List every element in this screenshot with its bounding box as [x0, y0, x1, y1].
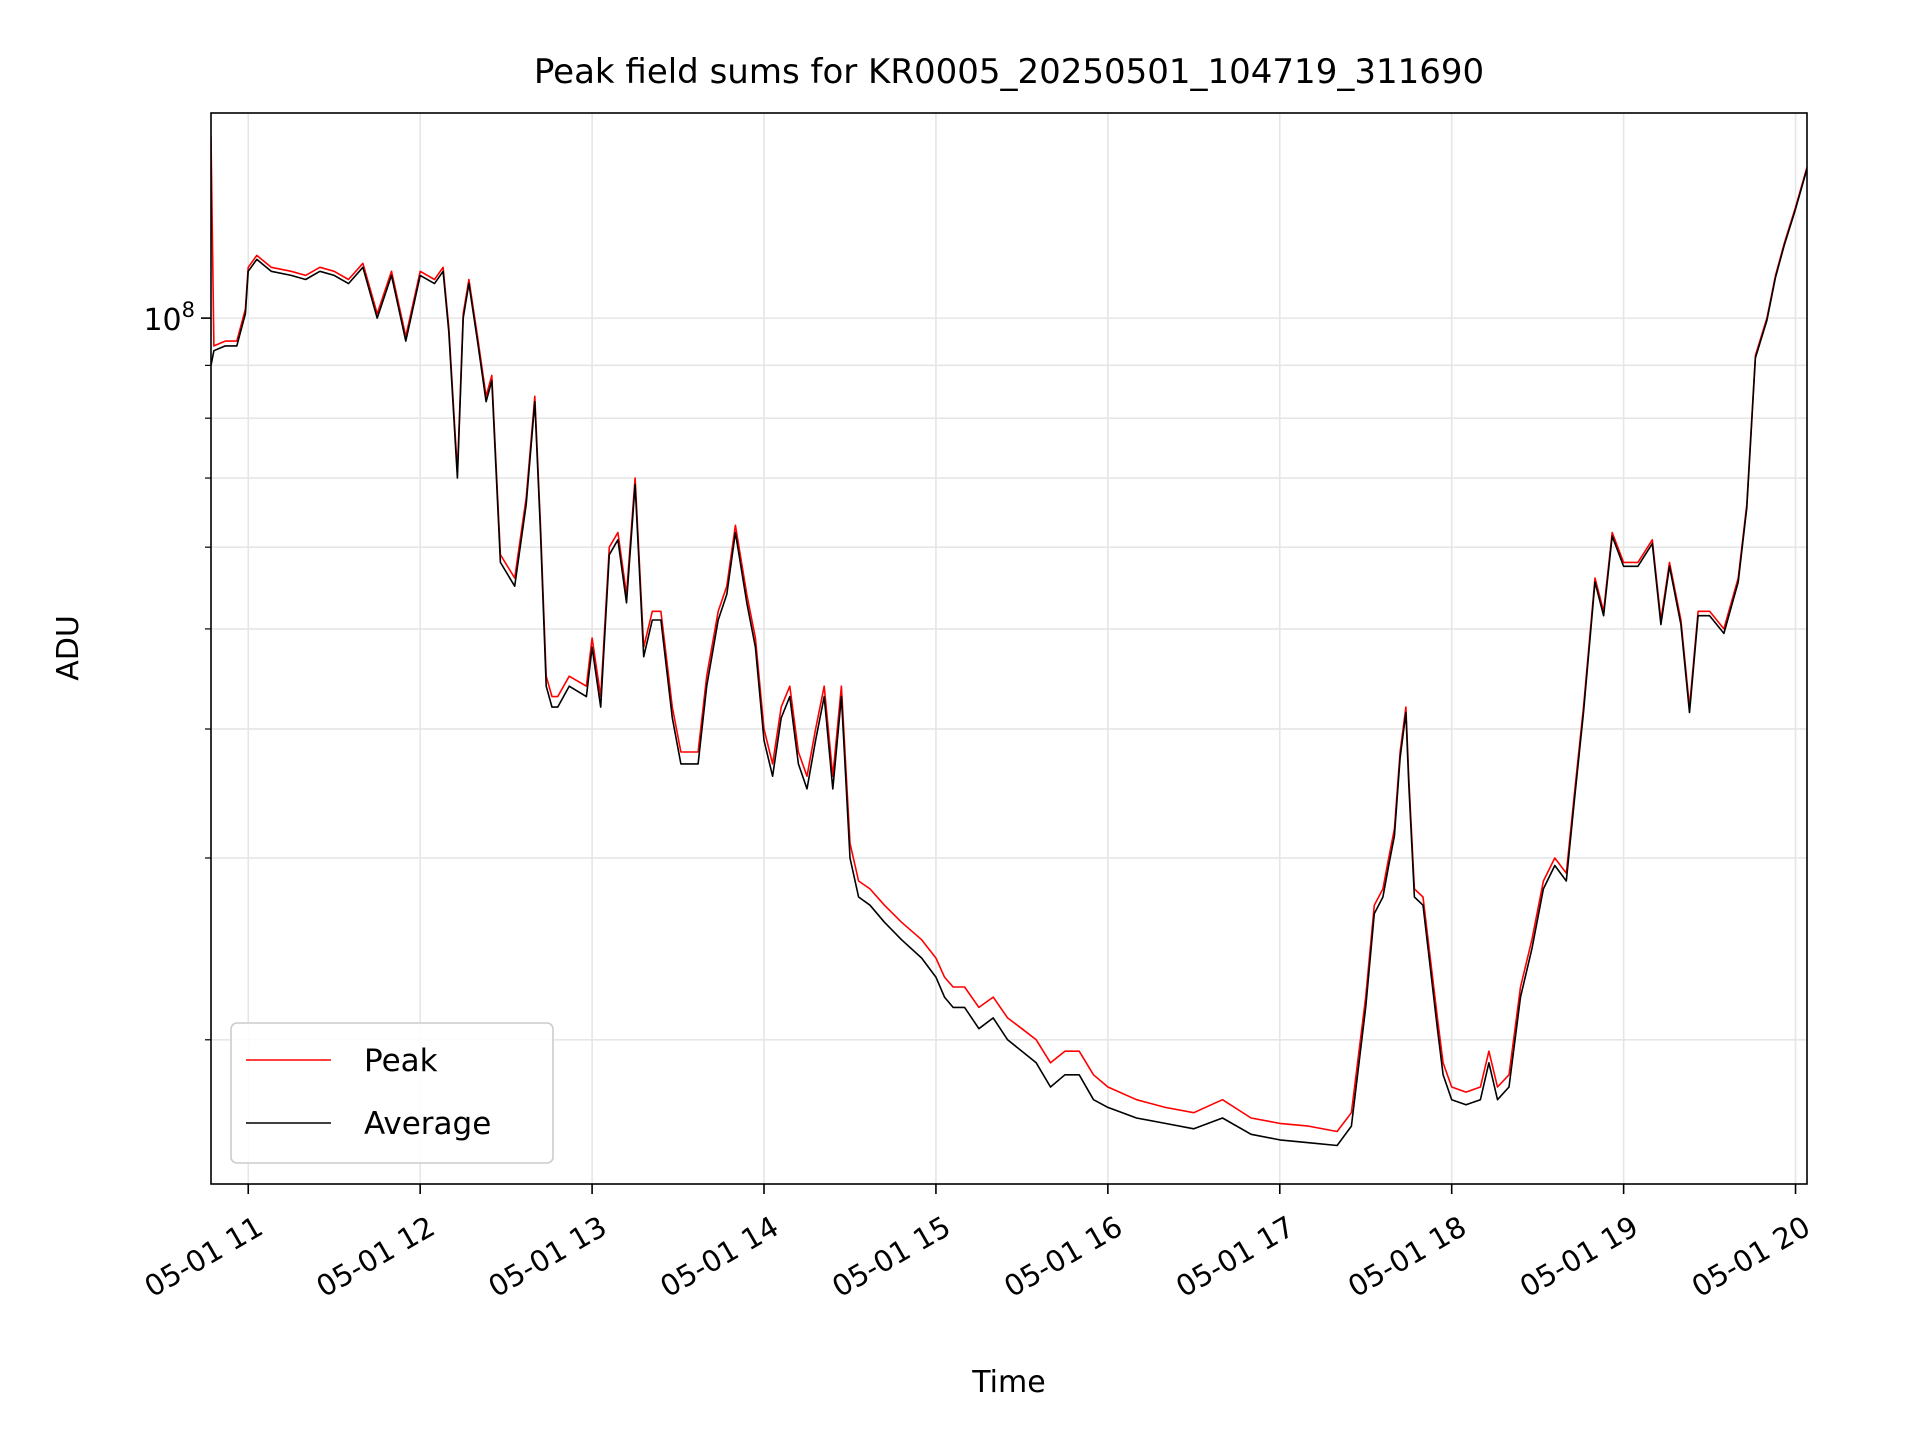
legend: Peak Average — [230, 1022, 554, 1164]
y-axis-ticks: 108 — [143, 298, 211, 1041]
legend-box — [230, 1022, 554, 1164]
y-tick-label-base: 10 — [143, 303, 181, 338]
chart-title: Peak field sums for KR0005_20250501_1047… — [534, 52, 1484, 92]
y-tick-label: 108 — [143, 298, 195, 338]
series-layer — [211, 136, 1807, 1147]
x-axis-label: Time — [971, 1365, 1045, 1400]
plot-area-frame — [210, 112, 1808, 1185]
legend-label-average: Average — [364, 1106, 491, 1142]
legend-label-peak: Peak — [364, 1043, 438, 1079]
series-line-average — [211, 168, 1807, 1147]
y-axis-label: ADU — [51, 615, 86, 681]
grid — [211, 113, 1807, 1184]
y-tick-label-exponent: 8 — [182, 298, 195, 322]
